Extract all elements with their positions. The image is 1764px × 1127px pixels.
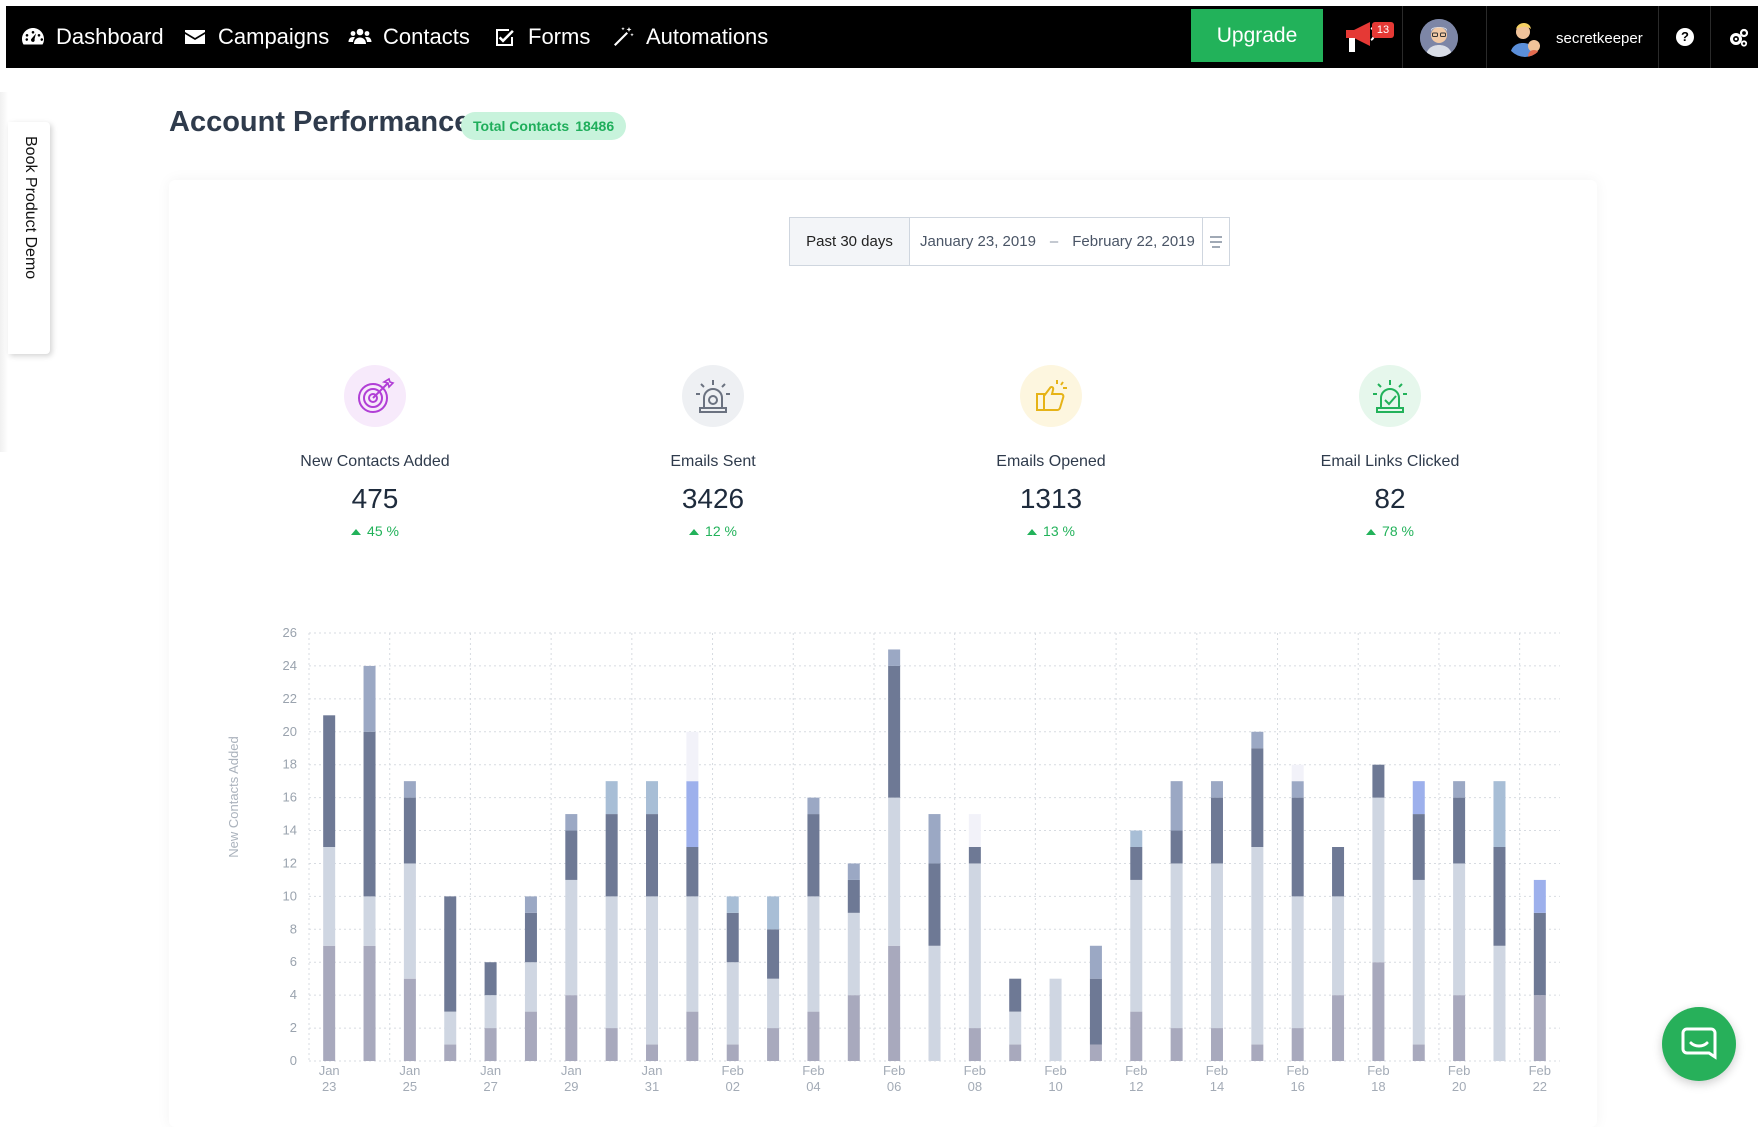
nav-divider xyxy=(1402,6,1403,68)
chat-button[interactable] xyxy=(1662,1007,1736,1081)
stat-label: Emails Sent xyxy=(670,453,756,470)
stat-change: 78 % xyxy=(1240,523,1540,539)
stat-links-clicked: Email Links Clicked 82 78 % xyxy=(1240,365,1540,539)
book-demo-tab[interactable]: Book Product Demo xyxy=(8,122,50,354)
stat-change-value: 78 % xyxy=(1382,523,1414,539)
stat-change-value: 12 % xyxy=(705,523,737,539)
upgrade-button[interactable]: Upgrade xyxy=(1191,9,1323,62)
stat-emails-sent: Emails Sent 3426 12 % xyxy=(563,365,863,539)
up-arrow-icon xyxy=(1366,529,1377,535)
stat-value: 475 xyxy=(351,483,399,514)
nav-dashboard[interactable]: Dashboard xyxy=(20,6,164,68)
stat-value: 82 xyxy=(1374,483,1406,514)
stat-emails-opened: Emails Opened 1313 13 % xyxy=(901,365,1201,539)
date-options-icon[interactable] xyxy=(1202,218,1229,265)
page-title: Account Performance xyxy=(169,106,471,138)
nav-automations[interactable]: Automations xyxy=(610,6,768,68)
notification-count-badge: 13 xyxy=(1372,22,1394,38)
alarm-icon xyxy=(682,365,744,427)
performance-card xyxy=(169,180,1597,1127)
stat-new-contacts: New Contacts Added 475 45 % xyxy=(225,365,525,539)
settings-gears-icon[interactable] xyxy=(1728,27,1750,49)
up-arrow-icon xyxy=(351,529,362,535)
nav-campaigns-label: Campaigns xyxy=(218,24,330,49)
chat-icon xyxy=(1681,1027,1717,1060)
nav-contacts-label: Contacts xyxy=(383,24,470,49)
stat-value: 1313 xyxy=(1019,483,1083,514)
nav-contacts[interactable]: Contacts xyxy=(347,6,470,68)
magic-wand-icon xyxy=(610,24,636,50)
date-range-picker: Past 30 days January 23, 2019 – February… xyxy=(789,217,1230,266)
stat-change-value: 45 % xyxy=(367,523,399,539)
users-icon xyxy=(347,24,373,50)
user-avatar xyxy=(1506,19,1544,57)
alarm-check-icon xyxy=(1359,365,1421,427)
total-contacts-badge: Total Contacts 18486 xyxy=(461,112,627,140)
stat-change-value: 13 % xyxy=(1043,523,1075,539)
up-arrow-icon xyxy=(689,529,700,535)
side-shadow xyxy=(0,92,8,452)
nav-forms[interactable]: Forms xyxy=(492,6,590,68)
start-date[interactable]: January 23, 2019 xyxy=(920,233,1036,250)
notifications-button[interactable]: 13 xyxy=(1342,18,1394,58)
stat-change: 45 % xyxy=(225,523,525,539)
nav-divider xyxy=(1658,6,1659,68)
up-arrow-icon xyxy=(1027,529,1038,535)
envelope-icon xyxy=(182,24,208,50)
target-icon xyxy=(344,365,406,427)
stat-change: 13 % xyxy=(901,523,1201,539)
stat-label: Emails Opened xyxy=(996,453,1106,470)
nav-divider xyxy=(1486,6,1487,68)
total-contacts-value: 18486 xyxy=(575,118,615,134)
stat-label: New Contacts Added xyxy=(300,453,450,470)
stat-value: 3426 xyxy=(681,483,745,514)
stat-label: Email Links Clicked xyxy=(1320,453,1460,470)
account-avatar[interactable] xyxy=(1420,19,1458,57)
top-nav: Dashboard Campaigns Contacts Forms Autom… xyxy=(6,6,1758,68)
nav-dashboard-label: Dashboard xyxy=(56,24,164,49)
username-label: secretkeeper xyxy=(1556,29,1643,47)
date-separator: – xyxy=(1049,233,1059,250)
help-icon[interactable]: ? xyxy=(1676,28,1694,46)
nav-automations-label: Automations xyxy=(646,24,769,49)
end-date[interactable]: February 22, 2019 xyxy=(1072,233,1195,250)
total-contacts-label: Total Contacts xyxy=(473,118,570,134)
date-range-preset[interactable]: Past 30 days xyxy=(790,218,910,265)
book-demo-label: Book Product Demo xyxy=(22,136,39,280)
user-menu[interactable]: secretkeeper xyxy=(1506,18,1643,58)
nav-campaigns[interactable]: Campaigns xyxy=(182,6,329,68)
thumbs-up-icon xyxy=(1020,365,1082,427)
checkbox-icon xyxy=(492,24,518,50)
nav-divider xyxy=(1710,6,1711,68)
nav-forms-label: Forms xyxy=(528,24,591,49)
stat-change: 12 % xyxy=(563,523,863,539)
dashboard-icon xyxy=(20,24,46,50)
